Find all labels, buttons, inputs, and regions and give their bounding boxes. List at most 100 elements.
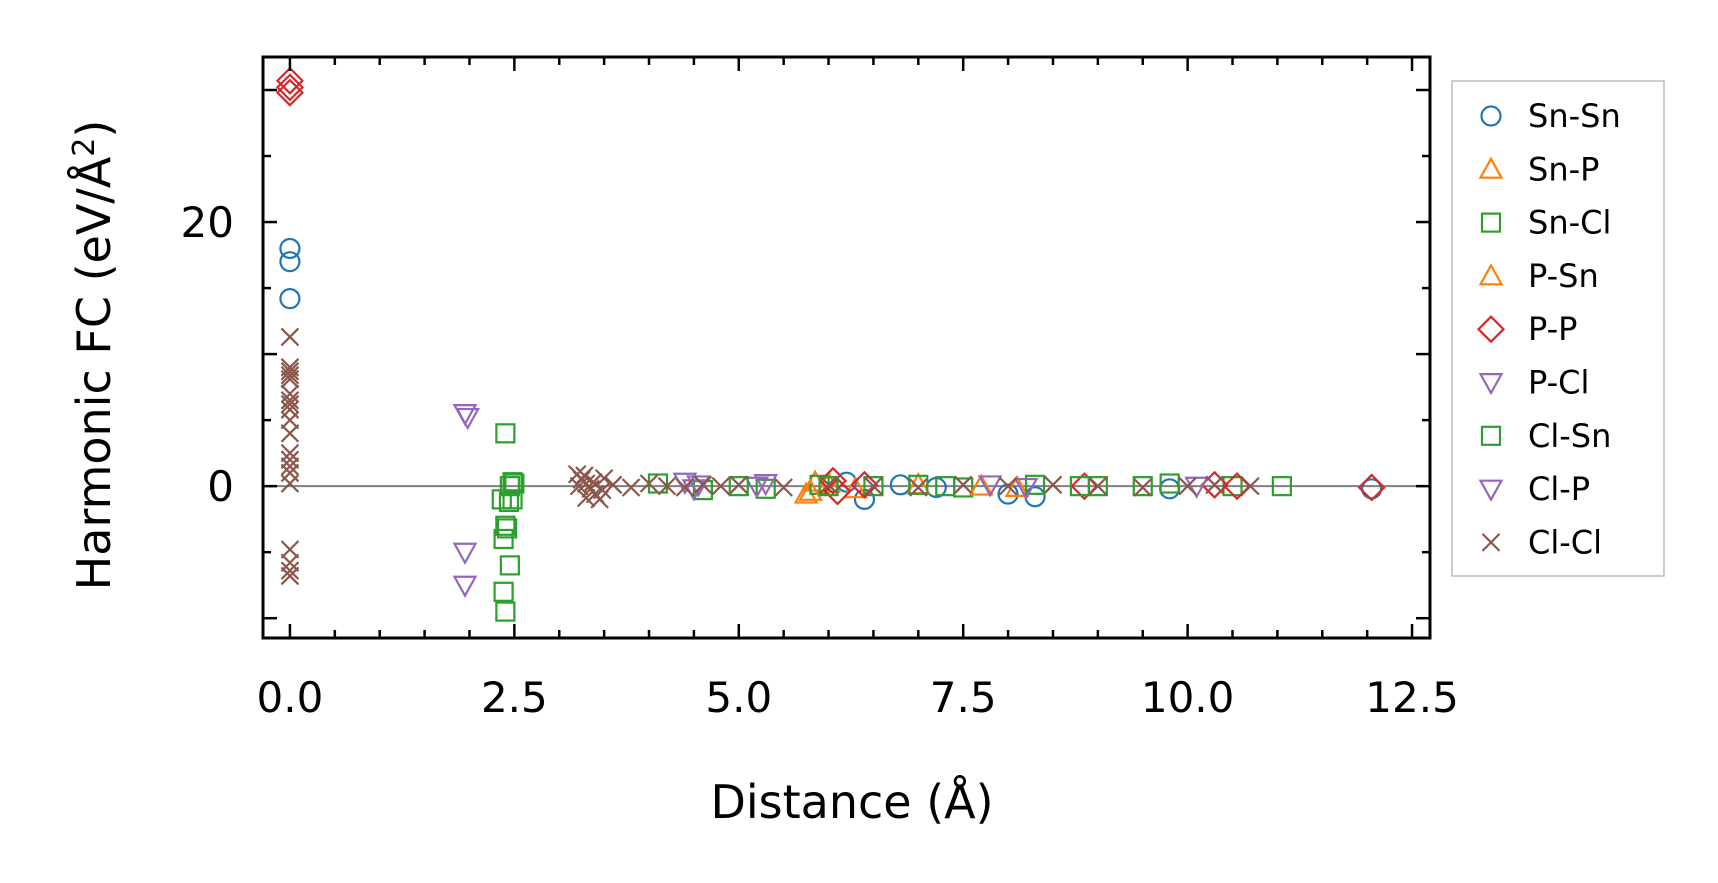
series-cl-cl: [280, 327, 1260, 586]
point-cl-sn: [935, 476, 956, 497]
point-cl-cl: [819, 475, 838, 495]
y-axis-label-close: ): [67, 120, 121, 138]
legend-marker-p-p: [1476, 315, 1506, 344]
point-p-p: [275, 66, 304, 95]
x-tick-label: 0.0: [257, 673, 324, 722]
point-p-p: [823, 477, 852, 506]
x-tick-label: 5.0: [705, 673, 772, 722]
point-sn-cl: [495, 423, 516, 444]
point-cl-cl: [280, 457, 300, 476]
y-axis-label-superscript: 2: [67, 138, 102, 157]
point-sn-cl: [1271, 476, 1292, 497]
legend-marker-p-cl: [1478, 373, 1504, 396]
series-sn-cl: [491, 423, 1292, 622]
legend-marker-sn-sn: [1480, 105, 1502, 127]
legend-item-sn-cl: Sn-Cl: [1480, 204, 1611, 242]
legend-label-p-cl: P-Cl: [1528, 364, 1589, 402]
point-sn-cl: [502, 489, 523, 510]
plot-frame: [261, 55, 1432, 640]
point-sn-cl: [495, 515, 516, 536]
point-p-p: [1357, 473, 1386, 502]
point-cl-p: [452, 575, 478, 598]
point-cl-cl: [280, 410, 300, 430]
point-sn-cl: [1024, 474, 1046, 495]
point-cl-cl: [711, 476, 731, 496]
point-cl-sn: [1069, 476, 1091, 497]
point-cl-cl: [1205, 475, 1224, 495]
point-cl-cl: [280, 561, 300, 580]
point-p-p: [850, 470, 879, 499]
legend-marker-cl-sn: [1480, 425, 1502, 446]
point-cl-cl: [621, 478, 641, 497]
point-sn-cl: [1159, 473, 1180, 494]
legend-item-cl-sn: Cl-Sn: [1480, 417, 1611, 455]
legend-label-sn-sn: Sn-Sn: [1528, 97, 1621, 135]
point-cl-sn: [498, 491, 520, 513]
point-cl-cl: [280, 369, 300, 389]
point-cl-cl: [774, 478, 793, 497]
point-cl-cl: [280, 365, 300, 385]
point-cl-cl: [576, 488, 596, 508]
point-sn-sn: [279, 251, 301, 273]
legend-label-p-p: P-P: [1528, 310, 1577, 348]
point-sn-sn: [279, 237, 301, 260]
point-cl-cl: [280, 553, 300, 573]
point-p-sn: [968, 473, 994, 496]
point-sn-sn: [1361, 478, 1383, 500]
legend-item-cl-p: Cl-P: [1478, 470, 1590, 508]
point-sn-cl: [493, 528, 514, 550]
point-p-cl: [977, 475, 1003, 498]
x-axis-label: Distance (Å): [710, 775, 993, 829]
legend-label-sn-p: Sn-P: [1528, 150, 1599, 188]
point-cl-cl: [909, 478, 928, 497]
point-cl-cl: [280, 566, 300, 586]
data-points: [275, 66, 1386, 622]
y-axis-label: Harmonic FC (eV/Å2): [67, 120, 121, 591]
point-sn-cl: [493, 581, 514, 602]
point-cl-cl: [280, 443, 300, 463]
point-cl-cl: [998, 476, 1018, 496]
point-cl-cl: [864, 476, 883, 496]
point-cl-cl: [1133, 478, 1153, 497]
y-tick-label: 0: [207, 462, 234, 511]
point-cl-cl: [603, 475, 623, 495]
point-cl-cl: [280, 391, 300, 410]
point-cl-cl: [1088, 476, 1108, 496]
point-cl-cl: [280, 474, 300, 493]
point-cl-cl: [593, 480, 612, 500]
legend-marker-p-sn: [1478, 263, 1504, 286]
point-sn-sn: [997, 483, 1019, 505]
point-p-cl: [1013, 477, 1039, 501]
legend-label-cl-sn: Cl-Sn: [1528, 417, 1611, 455]
x-tick-label: 12.5: [1365, 673, 1459, 722]
legend-item-p-cl: P-Cl: [1478, 364, 1589, 402]
point-cl-cl: [729, 475, 749, 495]
point-p-cl: [753, 474, 779, 497]
y-axis-label-main: Harmonic FC (eV/Å: [67, 156, 121, 590]
point-sn-sn: [279, 288, 301, 310]
point-cl-p: [455, 407, 481, 431]
legend-marker-sn-cl: [1480, 212, 1502, 233]
point-sn-cl: [863, 476, 884, 497]
point-cl-cl: [280, 327, 300, 347]
point-sn-cl: [499, 555, 520, 576]
point-cl-cl: [657, 476, 677, 496]
point-sn-cl: [499, 476, 520, 497]
point-cl-cl: [280, 395, 300, 414]
plot-area: [263, 66, 1430, 622]
point-cl-cl: [575, 466, 594, 485]
point-p-p: [275, 73, 304, 102]
point-sn-p: [843, 476, 868, 499]
point-p-p: [275, 78, 304, 107]
point-p-cl: [1184, 476, 1209, 499]
point-p-cl: [452, 542, 478, 565]
point-cl-cl: [693, 475, 713, 495]
point-cl-cl: [569, 476, 589, 496]
legend-item-p-p: P-P: [1476, 310, 1577, 348]
x-tick-label: 10.0: [1141, 673, 1235, 722]
point-sn-p: [1004, 474, 1030, 497]
y-tick-label: 20: [181, 198, 234, 247]
legend-item-p-sn: P-Sn: [1478, 257, 1599, 295]
legend-label-cl-cl: Cl-Cl: [1528, 523, 1602, 561]
